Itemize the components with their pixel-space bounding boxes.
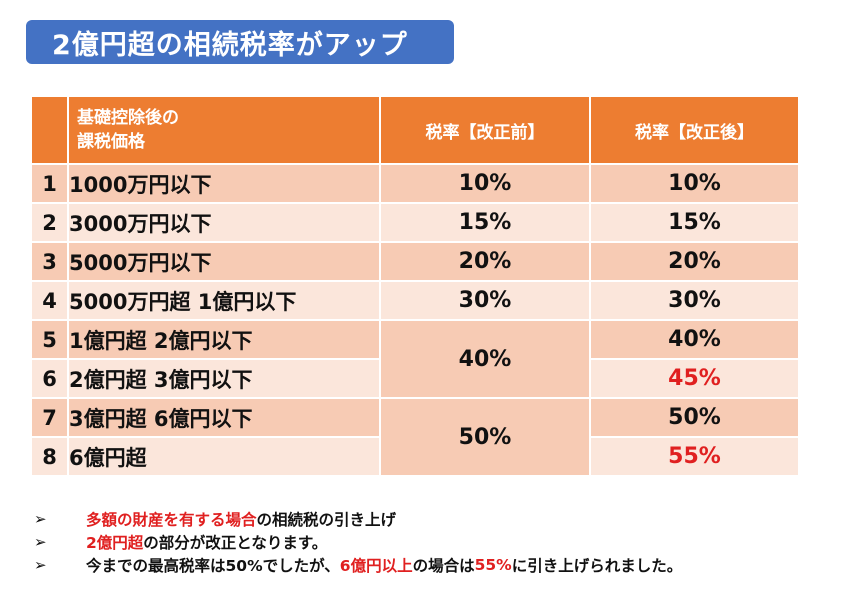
row-category: 1億円超 2億円以下 bbox=[67, 319, 381, 360]
table-row: 6 2億円超 3億円以下 45% bbox=[30, 358, 800, 399]
row-number: 1 bbox=[30, 163, 69, 204]
note-highlight: 55% bbox=[474, 555, 512, 574]
row-category: 3000万円以下 bbox=[67, 202, 381, 243]
row-category: 2億円超 3億円以下 bbox=[67, 358, 381, 399]
header-number bbox=[30, 95, 69, 165]
rate-after: 30% bbox=[589, 280, 800, 321]
row-number: 7 bbox=[30, 397, 69, 438]
arrow-bullet-icon: ➢ bbox=[34, 555, 47, 574]
note-text: に引き上げられました。 bbox=[511, 556, 683, 575]
note-highlight: 多額の財産を有する場合 bbox=[86, 510, 257, 529]
note-text: の部分が改正となります。 bbox=[143, 533, 328, 552]
note-text: の相続税の引き上げ bbox=[256, 510, 397, 529]
table-row: 3 5000万円以下 20% 20% bbox=[30, 241, 800, 282]
table-row: 1 1000万円以下 10% 10% bbox=[30, 163, 800, 204]
table-row: 4 5000万円超 1億円以下 30% 30% bbox=[30, 280, 800, 321]
table-row: 7 3億円超 6億円以下 50% 50% bbox=[30, 397, 800, 477]
header-rate-after: 税率【改正後】 bbox=[589, 95, 800, 165]
header-rate-before: 税率【改正前】 bbox=[379, 95, 591, 165]
note-text: 今までの最高税率は50%でしたが、 bbox=[86, 556, 340, 575]
row-number: 5 bbox=[30, 319, 69, 360]
row-number: 8 bbox=[30, 436, 69, 477]
rate-before: 50% bbox=[379, 397, 591, 477]
row-number: 6 bbox=[30, 358, 69, 399]
rate-before: 15% bbox=[379, 202, 591, 243]
row-category: 1000万円以下 bbox=[67, 163, 381, 204]
note-highlight: 2億円超 bbox=[86, 533, 144, 552]
rate-after-highlight: 45% bbox=[589, 358, 800, 399]
row-category: 6億円超 bbox=[67, 436, 381, 477]
note-item: ➢ 多額の財産を有する場合 の相続税の引き上げ bbox=[34, 507, 682, 530]
note-text: の場合は bbox=[412, 556, 475, 575]
note-item: ➢ 今までの最高税率は50%でしたが、 6億円以上 の場合は 55% に引き上げられまし… bbox=[34, 553, 682, 576]
header-category: 基礎控除後の 課税価格 bbox=[67, 95, 381, 165]
row-number: 3 bbox=[30, 241, 69, 282]
rate-before: 20% bbox=[379, 241, 591, 282]
row-number: 4 bbox=[30, 280, 69, 321]
table-header-row: 基礎控除後の 課税価格 税率【改正前】 税率【改正後】 bbox=[30, 95, 800, 165]
note-item: ➢ 2億円超 の部分が改正となります。 bbox=[34, 530, 682, 553]
table-row: 8 6億円超 55% bbox=[30, 436, 800, 477]
header-category-line1: 基礎控除後の bbox=[77, 108, 179, 128]
row-number: 2 bbox=[30, 202, 69, 243]
rate-before: 10% bbox=[379, 163, 591, 204]
note-highlight: 6億円以上 bbox=[339, 556, 413, 575]
rate-after: 50% bbox=[589, 397, 800, 438]
rate-after: 40% bbox=[589, 319, 800, 360]
page-title: 2億円超の相続税率がアップ bbox=[26, 20, 454, 64]
header-category-line2: 課税価格 bbox=[77, 132, 145, 152]
rate-after: 20% bbox=[589, 241, 800, 282]
rate-before: 40% bbox=[379, 319, 591, 399]
table-row: 5 1億円超 2億円以下 40% 40% bbox=[30, 319, 800, 399]
rate-after-highlight: 55% bbox=[589, 436, 800, 477]
tax-rate-table: 基礎控除後の 課税価格 税率【改正前】 税率【改正後】 1 1000万円以下 1… bbox=[30, 95, 800, 477]
arrow-bullet-icon: ➢ bbox=[34, 532, 47, 551]
row-category: 5000万円以下 bbox=[67, 241, 381, 282]
notes-list: ➢ 多額の財産を有する場合 の相続税の引き上げ ➢ 2億円超 の部分が改正となります… bbox=[34, 507, 682, 576]
table-row: 2 3000万円以下 15% 15% bbox=[30, 202, 800, 243]
row-category: 5000万円超 1億円以下 bbox=[67, 280, 381, 321]
rate-after: 15% bbox=[589, 202, 800, 243]
rate-before: 30% bbox=[379, 280, 591, 321]
row-category: 3億円超 6億円以下 bbox=[67, 397, 381, 438]
rate-after: 10% bbox=[589, 163, 800, 204]
arrow-bullet-icon: ➢ bbox=[34, 509, 47, 528]
